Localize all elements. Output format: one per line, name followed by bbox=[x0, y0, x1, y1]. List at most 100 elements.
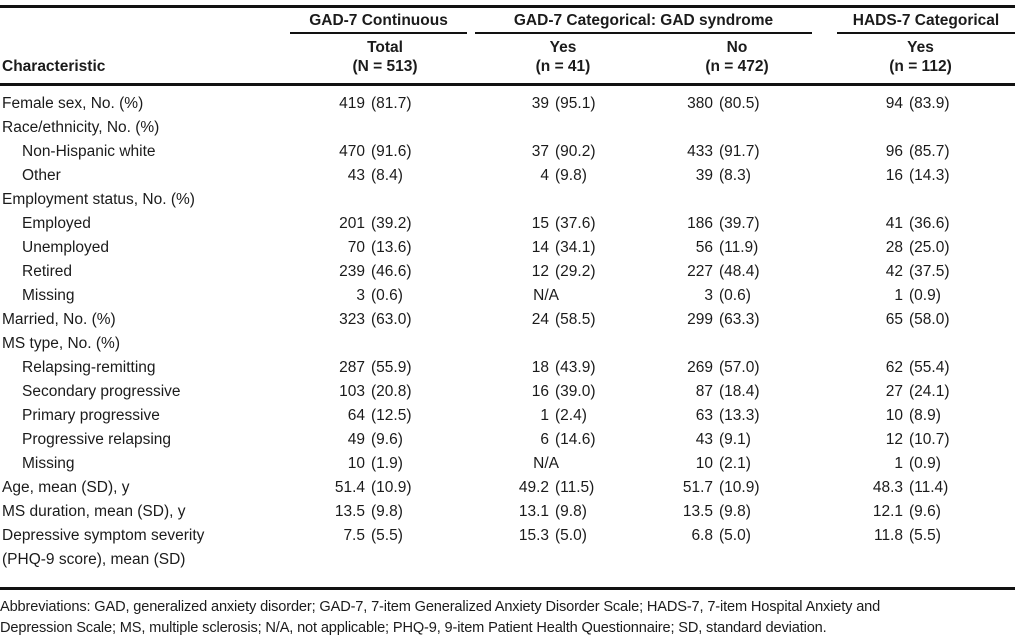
value-count: 201 bbox=[339, 215, 365, 232]
value-count: 64 bbox=[347, 407, 365, 424]
value-cell: 3 (0.6) bbox=[640, 284, 790, 308]
col-group-gad7-categorical: GAD-7 Categorical: GAD syndrome bbox=[475, 8, 812, 34]
characteristic-column-header: Characteristic bbox=[2, 58, 106, 75]
table-top-rule bbox=[0, 5, 1015, 8]
value-percent: (9.6) bbox=[371, 431, 403, 448]
value-count: 94 bbox=[885, 95, 903, 112]
value-cell: 419 (81.7) bbox=[290, 92, 480, 116]
value-cell: 15 (37.6) bbox=[480, 212, 640, 236]
value-percent: (9.8) bbox=[555, 503, 587, 520]
value-cell: 51.4 (10.9) bbox=[290, 476, 480, 500]
value-cell: 49.2 (11.5) bbox=[480, 476, 640, 500]
value-cell: 16 (39.0) bbox=[480, 380, 640, 404]
table-row: Depressive symptom severity (PHQ-9 score)… bbox=[0, 524, 1015, 572]
value-cell: 299 (63.3) bbox=[640, 308, 790, 332]
value-percent: (55.9) bbox=[371, 359, 412, 376]
value-percent: (46.6) bbox=[371, 263, 412, 280]
value-count: 39 bbox=[531, 95, 549, 112]
value-cell: 49 (9.6) bbox=[290, 428, 480, 452]
value-percent: (24.1) bbox=[909, 383, 950, 400]
value-percent: (39.0) bbox=[555, 383, 596, 400]
value-count: 49 bbox=[347, 431, 365, 448]
value-cell: N/A bbox=[480, 284, 640, 308]
value-count: 10 bbox=[695, 455, 713, 472]
value-cell: 6.8 (5.0) bbox=[640, 524, 790, 572]
col-header-gad-yes-line1: Yes bbox=[549, 39, 577, 56]
col-header-total-line2: (N = 513) bbox=[352, 58, 418, 75]
value-count: 3 bbox=[356, 287, 365, 304]
value-cell: 11.8 (5.5) bbox=[790, 524, 1015, 572]
value-cell: 201 (39.2) bbox=[290, 212, 480, 236]
table-row: Progressive relapsing 49 (9.6) 6 (14.6) 43 (9.… bbox=[0, 428, 1015, 452]
table-row: Married, No. (%) 323 (63.0) 24 (58.5) 299 (63.… bbox=[0, 308, 1015, 332]
value-cell bbox=[640, 332, 790, 356]
value-count: 269 bbox=[687, 359, 713, 376]
value-cell: 12.1 (9.6) bbox=[790, 500, 1015, 524]
value-cell: 14 (34.1) bbox=[480, 236, 640, 260]
value-cell: 13.1 (9.8) bbox=[480, 500, 640, 524]
value-count: 103 bbox=[339, 383, 365, 400]
col-header-total-line1: Total bbox=[367, 39, 403, 56]
value-percent: (48.4) bbox=[719, 263, 760, 280]
value-percent: (11.5) bbox=[555, 479, 595, 496]
value-count: 15.3 bbox=[518, 527, 549, 544]
col-header-gad-no-line2: (n = 472) bbox=[705, 58, 769, 75]
value-cell: 323 (63.0) bbox=[290, 308, 480, 332]
value-count: 49.2 bbox=[518, 479, 549, 496]
value-count: 6 bbox=[540, 431, 549, 448]
value-cell: 41 (36.6) bbox=[790, 212, 1015, 236]
value-percent: (81.7) bbox=[371, 95, 412, 112]
value-count: 14 bbox=[531, 239, 549, 256]
value-cell: 12 (29.2) bbox=[480, 260, 640, 284]
value-percent: (25.0) bbox=[909, 239, 950, 256]
table-row: Relapsing-remitting 287 (55.9) 18 (43.9) 269 (… bbox=[0, 356, 1015, 380]
column-group-header-row: GAD-7 Continuous GAD-7 Categorical: GAD … bbox=[0, 8, 1015, 34]
value-percent: (5.0) bbox=[555, 527, 587, 544]
row-label: MS duration, mean (SD), y bbox=[2, 503, 186, 520]
table-row: Missing 3 (0.6) N/A 3 (0.6) 1 (0.9) bbox=[0, 284, 1015, 308]
row-label: Relapsing-remitting bbox=[22, 359, 156, 376]
value-percent: (13.3) bbox=[719, 407, 760, 424]
value-count: 1 bbox=[540, 407, 549, 424]
value-cell bbox=[480, 116, 640, 140]
value-cell: 87 (18.4) bbox=[640, 380, 790, 404]
value-cell bbox=[290, 116, 480, 140]
value-count: 186 bbox=[687, 215, 713, 232]
value-count: 4 bbox=[540, 167, 549, 184]
col-header-gad-no: No (n = 472) bbox=[662, 38, 812, 76]
value-cell: 96 (85.7) bbox=[790, 140, 1015, 164]
table-row: Other 43 (8.4) 4 (9.8) 39 (8.3) 16 (14.3) bbox=[0, 164, 1015, 188]
value-percent: (8.4) bbox=[371, 167, 403, 184]
value-count: 7.5 bbox=[343, 527, 365, 544]
row-label: Missing bbox=[22, 287, 75, 304]
value-cell: 103 (20.8) bbox=[290, 380, 480, 404]
value-percent: (39.7) bbox=[719, 215, 760, 232]
value-percent: (5.5) bbox=[909, 527, 941, 544]
value-cell: 42 (37.5) bbox=[790, 260, 1015, 284]
value-percent: (0.9) bbox=[909, 287, 941, 304]
row-label: Age, mean (SD), y bbox=[2, 479, 130, 496]
table-row: Employment status, No. (%) bbox=[0, 188, 1015, 212]
value-cell: 10 (8.9) bbox=[790, 404, 1015, 428]
value-cell: 56 (11.9) bbox=[640, 236, 790, 260]
value-percent: (14.3) bbox=[909, 167, 950, 184]
value-percent: (0.6) bbox=[719, 287, 751, 304]
value-cell: 287 (55.9) bbox=[290, 356, 480, 380]
value-cell: 43 (9.1) bbox=[640, 428, 790, 452]
col-header-hads-yes-line2: (n = 112) bbox=[889, 58, 952, 75]
value-percent: (95.1) bbox=[555, 95, 596, 112]
table-row: Secondary progressive 103 (20.8) 16 (39.0) 87… bbox=[0, 380, 1015, 404]
table-row: Race/ethnicity, No. (%) bbox=[0, 116, 1015, 140]
value-percent: (5.0) bbox=[719, 527, 751, 544]
value-cell bbox=[480, 188, 640, 212]
value-cell bbox=[480, 332, 640, 356]
value-count: 63 bbox=[695, 407, 713, 424]
value-percent: (0.6) bbox=[371, 287, 403, 304]
value-count: 1 bbox=[894, 287, 903, 304]
value-count: 37 bbox=[531, 143, 549, 160]
value-count: 24 bbox=[531, 311, 549, 328]
group-gap-1 bbox=[467, 8, 475, 34]
value-cell: 10 (1.9) bbox=[290, 452, 480, 476]
group-header-spacer bbox=[0, 8, 290, 34]
row-label: Race/ethnicity, No. (%) bbox=[2, 119, 160, 136]
